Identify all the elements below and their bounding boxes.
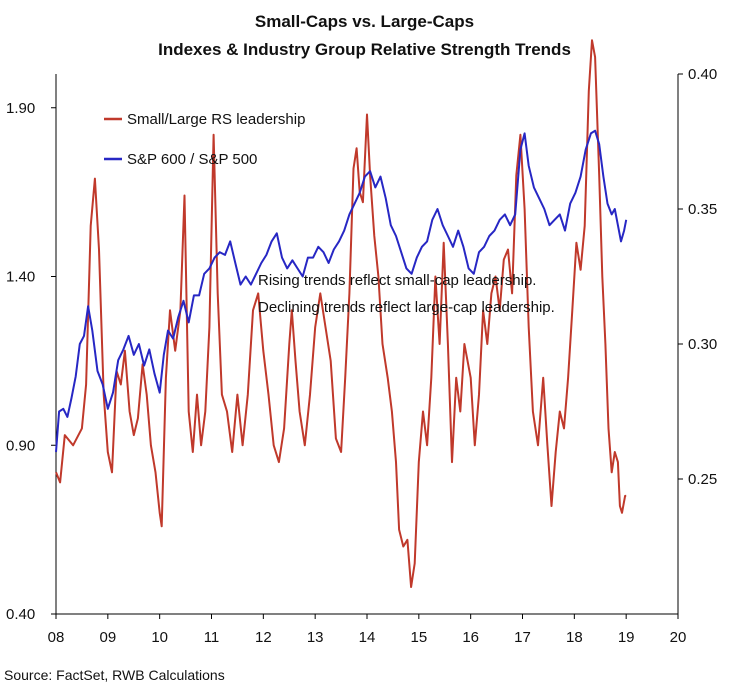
axes-group: 08 09 10 11 12 13 14 15 16 17 18 19 20 0.40 0.90 1.40 1.… xyxy=(6,66,717,646)
series-lines xyxy=(55,39,628,588)
legend: Small/Large RS leadership S&P 600 / S&P … xyxy=(104,111,305,168)
x-tick-label: 16 xyxy=(462,629,479,646)
right-tick-label: 0.30 xyxy=(688,336,717,353)
x-tick-label: 15 xyxy=(410,629,427,646)
series-line-small-large-rs xyxy=(55,39,627,588)
x-tick-label: 11 xyxy=(204,629,220,646)
x-tick-label: 12 xyxy=(255,629,272,646)
x-tick-label: 10 xyxy=(151,629,168,646)
x-tick-label: 13 xyxy=(307,629,324,646)
x-tick-label: 09 xyxy=(99,629,116,646)
legend-label-red: Small/Large RS leadership xyxy=(127,111,305,128)
source-note: Source: FactSet, RWB Calculations xyxy=(4,667,225,683)
annotation-line-1: Rising trends reflect small-cap leadersh… xyxy=(258,272,536,289)
left-tick-label: 0.90 xyxy=(6,437,35,454)
left-tick-label: 0.40 xyxy=(6,606,35,623)
right-tick-label: 0.35 xyxy=(688,201,717,218)
x-tick-label: 18 xyxy=(566,629,583,646)
chart-title: Small-Caps vs. Large-Caps xyxy=(254,12,475,31)
x-tick-label: 19 xyxy=(618,629,635,646)
x-tick-label: 08 xyxy=(48,629,65,646)
x-tick-label: 14 xyxy=(359,629,376,646)
legend-label-blue: S&P 600 / S&P 500 xyxy=(127,151,257,168)
x-tick-label: 20 xyxy=(670,629,687,646)
left-tick-label: 1.40 xyxy=(6,269,35,286)
right-tick-label: 0.25 xyxy=(688,471,717,488)
annotation-line-2: Declining trends reflect large-cap leade… xyxy=(258,299,555,316)
left-tick-label: 1.90 xyxy=(6,100,35,117)
x-tick-label: 17 xyxy=(514,629,531,646)
right-tick-label: 0.40 xyxy=(688,66,717,83)
series-line-sp600-sp500 xyxy=(55,129,628,453)
chart-subtitle: Indexes & Industry Group Relative Streng… xyxy=(158,40,571,59)
